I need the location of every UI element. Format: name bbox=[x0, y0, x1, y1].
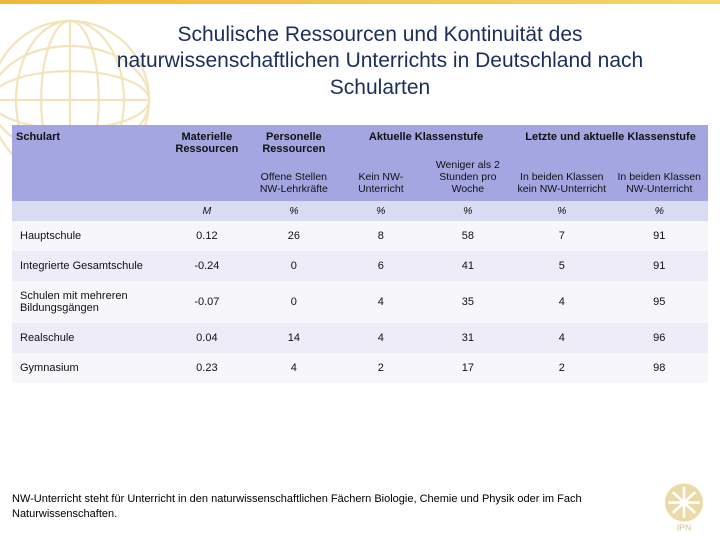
cell-kein: 8 bbox=[339, 221, 423, 251]
cell-label: Schulen mit mehreren Bildungsgängen bbox=[12, 281, 165, 323]
cell-label: Realschule bbox=[12, 323, 165, 353]
sub-offene-stellen: Offene Stellen NW-Lehrkräfte bbox=[249, 157, 339, 201]
cell-pers: 14 bbox=[249, 323, 339, 353]
cell-label: Gymnasium bbox=[12, 353, 165, 383]
sub-weniger-2h: Weniger als 2 Stunden pro Woche bbox=[423, 157, 513, 201]
cell-kein: 2 bbox=[339, 353, 423, 383]
resources-table: Schulart Materielle Ressourcen Personell… bbox=[12, 125, 708, 383]
table-body: Hauptschule 0.12 26 8 58 7 91 Integriert… bbox=[12, 221, 708, 383]
cell-kein: 4 bbox=[339, 323, 423, 353]
cell-kein: 4 bbox=[339, 281, 423, 323]
cell-beide-kein: 2 bbox=[513, 353, 610, 383]
slide-title: Schulische Ressourcen und Kontinuität de… bbox=[0, 0, 720, 119]
cell-pers: 26 bbox=[249, 221, 339, 251]
sub-kein-nw: Kein NW-Unterricht bbox=[339, 157, 423, 201]
ipn-logo-icon: IPN bbox=[658, 480, 710, 532]
table-row: Schulen mit mehreren Bildungsgängen -0.0… bbox=[12, 281, 708, 323]
cell-pers: 0 bbox=[249, 281, 339, 323]
cell-beide-kein: 4 bbox=[513, 281, 610, 323]
col-aktuelle: Aktuelle Klassenstufe bbox=[339, 125, 513, 157]
cell-label: Hauptschule bbox=[12, 221, 165, 251]
cell-label: Integrierte Gesamtschule bbox=[12, 251, 165, 281]
col-letzte-aktuelle: Letzte und aktuelle Klassenstufe bbox=[513, 125, 708, 157]
unit-empty bbox=[12, 201, 165, 221]
cell-beide-nw: 98 bbox=[611, 353, 708, 383]
col-materielle: Materielle Ressourcen bbox=[165, 125, 249, 201]
unit-m: M bbox=[165, 201, 249, 221]
col-personelle: Personelle Ressourcen bbox=[249, 125, 339, 157]
table-row: Gymnasium 0.23 4 2 17 2 98 bbox=[12, 353, 708, 383]
cell-m: -0.07 bbox=[165, 281, 249, 323]
col-schulart: Schulart bbox=[12, 125, 165, 201]
table-row: Realschule 0.04 14 4 31 4 96 bbox=[12, 323, 708, 353]
cell-m: 0.12 bbox=[165, 221, 249, 251]
cell-beide-nw: 96 bbox=[611, 323, 708, 353]
data-table-wrap: Schulart Materielle Ressourcen Personell… bbox=[12, 125, 708, 383]
sub-beide-nw: In beiden Klassen NW-Unterricht bbox=[611, 157, 708, 201]
unit-kein: % bbox=[339, 201, 423, 221]
cell-wenig: 35 bbox=[423, 281, 513, 323]
cell-beide-kein: 7 bbox=[513, 221, 610, 251]
unit-beide-kein: % bbox=[513, 201, 610, 221]
footnote-text: NW-Unterricht steht für Unterricht in de… bbox=[12, 492, 640, 522]
cell-wenig: 58 bbox=[423, 221, 513, 251]
cell-beide-nw: 91 bbox=[611, 251, 708, 281]
cell-pers: 0 bbox=[249, 251, 339, 281]
unit-beide-nw: % bbox=[611, 201, 708, 221]
cell-wenig: 31 bbox=[423, 323, 513, 353]
cell-beide-nw: 91 bbox=[611, 221, 708, 251]
cell-m: 0.04 bbox=[165, 323, 249, 353]
cell-kein: 6 bbox=[339, 251, 423, 281]
cell-pers: 4 bbox=[249, 353, 339, 383]
cell-beide-nw: 95 bbox=[611, 281, 708, 323]
sub-beide-kein: In beiden Klassen kein NW-Unterricht bbox=[513, 157, 610, 201]
cell-m: -0.24 bbox=[165, 251, 249, 281]
unit-pers: % bbox=[249, 201, 339, 221]
unit-wenig: % bbox=[423, 201, 513, 221]
table-row: Integrierte Gesamtschule -0.24 0 6 41 5 … bbox=[12, 251, 708, 281]
cell-wenig: 41 bbox=[423, 251, 513, 281]
logo-text: IPN bbox=[677, 522, 691, 532]
table-row: Hauptschule 0.12 26 8 58 7 91 bbox=[12, 221, 708, 251]
cell-beide-kein: 5 bbox=[513, 251, 610, 281]
cell-wenig: 17 bbox=[423, 353, 513, 383]
cell-m: 0.23 bbox=[165, 353, 249, 383]
cell-beide-kein: 4 bbox=[513, 323, 610, 353]
